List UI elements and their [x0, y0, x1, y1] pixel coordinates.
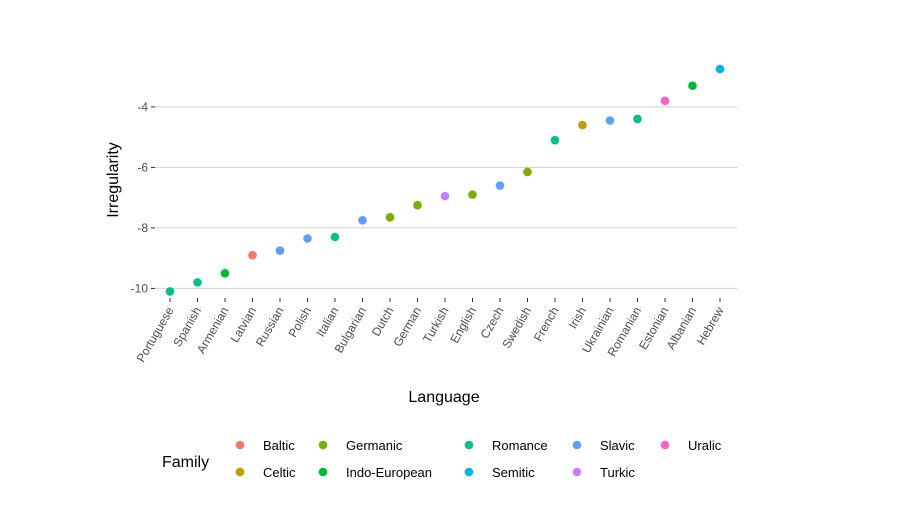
data-point-spanish	[193, 278, 202, 287]
legend-key-slavic	[572, 440, 582, 450]
legend-label: Turkic	[600, 465, 635, 480]
y-tick-label: -4	[137, 100, 148, 114]
legend-label: Romance	[492, 438, 548, 453]
x-tick-label: Italian	[313, 305, 341, 340]
y-axis-ticks: -10 -8 -6 -4	[131, 100, 155, 295]
x-tick-label: Dutch	[369, 305, 397, 339]
x-tick-label: English	[447, 305, 479, 346]
x-tick-label: Irish	[566, 305, 589, 332]
x-tick-label: French	[531, 305, 562, 344]
x-tick-label: Portuguese	[134, 304, 177, 364]
legend-label: Baltic	[263, 438, 295, 453]
data-point-czech	[495, 181, 505, 190]
data-point-albanian	[688, 81, 697, 90]
data-point-estonian	[660, 96, 670, 106]
data-points	[165, 64, 725, 296]
data-point-portuguese	[165, 287, 175, 296]
x-axis-title: Language	[408, 389, 479, 406]
data-point-german	[413, 200, 422, 210]
y-axis-title: Irregularity	[105, 142, 122, 218]
x-tick-label: Hebrew	[694, 304, 727, 347]
legend-label: Indo-European	[346, 465, 432, 480]
legend-key-romance	[464, 440, 474, 450]
legend-key-semitic	[464, 467, 474, 477]
data-point-dutch	[385, 213, 395, 222]
legend-key-turkic	[572, 467, 582, 477]
data-point-latvian	[248, 250, 257, 260]
legend-key-germanic	[318, 440, 328, 450]
legend-items: Baltic Celtic Germanic Indo-European Romance…	[235, 438, 722, 480]
y-tick-label: -6	[137, 160, 148, 174]
data-point-ukrainian	[605, 116, 615, 125]
data-point-italian	[330, 232, 340, 242]
y-tick-label: -8	[137, 221, 148, 235]
data-point-english	[468, 190, 477, 199]
x-tick-label: Czech	[477, 305, 506, 341]
data-point-bulgarian	[358, 216, 367, 225]
legend-label: Celtic	[263, 465, 296, 480]
legend-key-baltic	[235, 440, 245, 450]
data-point-hebrew	[715, 64, 725, 74]
data-point-polish	[303, 234, 312, 243]
legend-key-celtic	[235, 467, 245, 477]
legend-title: Family	[162, 454, 209, 471]
legend: Family Baltic Celtic Germanic Indo-European…	[162, 438, 722, 480]
gridlines	[155, 106, 737, 289]
data-point-russian	[275, 246, 285, 255]
data-point-french	[550, 135, 560, 145]
legend-label: Slavic	[600, 438, 635, 453]
legend-label: Germanic	[346, 438, 403, 453]
legend-key-uralic	[660, 440, 670, 450]
data-point-turkish	[440, 191, 450, 201]
data-point-swedish	[523, 167, 532, 177]
legend-label: Semitic	[492, 465, 535, 480]
x-tick-label: Polish	[286, 305, 314, 340]
data-point-irish	[578, 120, 587, 130]
data-point-armenian	[220, 269, 230, 278]
data-point-romanian	[633, 114, 642, 124]
legend-key-indo-european	[318, 467, 328, 477]
legend-label: Uralic	[688, 438, 722, 453]
y-tick-label: -10	[131, 281, 149, 295]
